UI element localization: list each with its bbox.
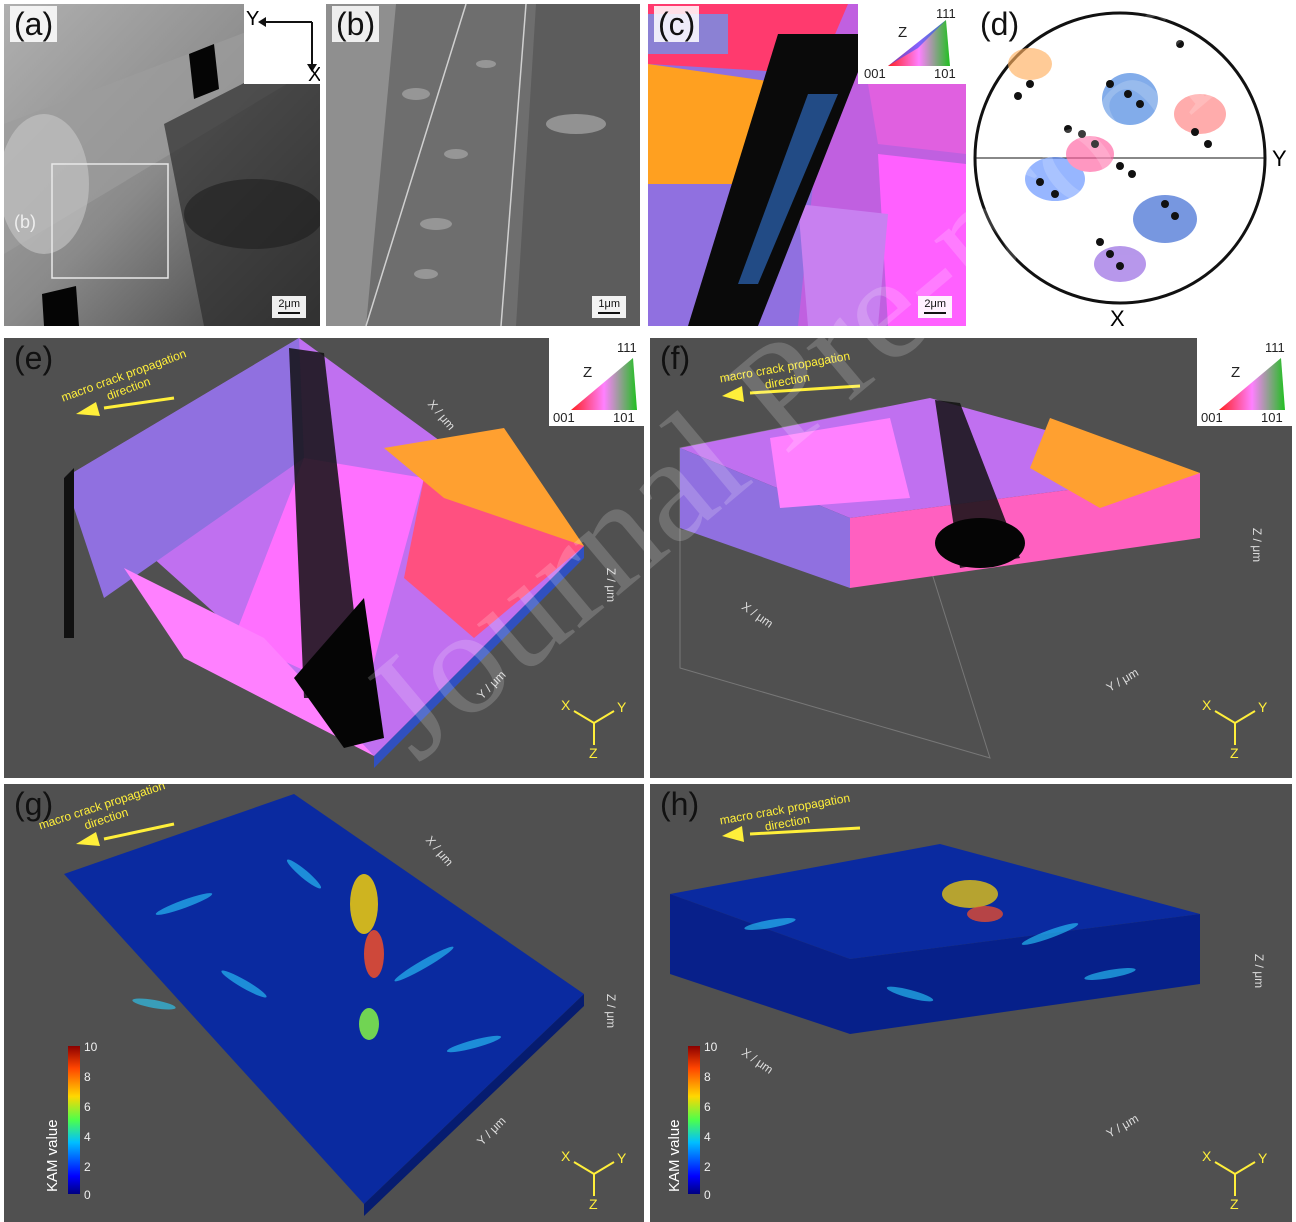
ipf-color-key-f: 111 001 101 Z	[1197, 338, 1292, 426]
panel-tag-c: (c)	[654, 6, 700, 42]
key-axis-label: Z	[583, 364, 593, 381]
panel-e-3d-ipf: (e) macro crack propagation direction 111…	[4, 338, 644, 778]
ipf-triangle-icon	[888, 20, 950, 66]
panel-a-sem-image: (a) (b) Y X 2μm	[4, 4, 320, 326]
panel-f-3d-ipf: (f) macro crack propagation direction 111…	[650, 338, 1292, 778]
ipf-triangle-icon	[1219, 358, 1285, 410]
key-right-label: 101	[613, 410, 635, 425]
axis-y-label: Y	[246, 8, 260, 30]
pole-axis-x: X	[1110, 306, 1125, 331]
panel-tag-f: (f)	[660, 340, 691, 376]
panel-tag-g: (g)	[14, 786, 54, 822]
key-top-label: 111	[936, 6, 956, 21]
coordinate-triad: X Y Z	[1200, 693, 1270, 763]
key-left-label: 001	[864, 66, 886, 81]
key-top-label: 111	[617, 340, 637, 355]
panel-c-ipf-map: (c) 111 001 101 Z 2μm	[648, 4, 966, 326]
key-right-label: 101	[1261, 410, 1283, 425]
panel-tag-e: (e)	[14, 340, 54, 376]
kam-title: KAM value	[44, 1119, 61, 1192]
panel-g-3d-kam: (g) macro crack propagation direction X /…	[4, 784, 644, 1222]
triad-arrows-icon	[573, 710, 615, 745]
key-axis-label: Z	[898, 24, 908, 41]
key-axis-label: Z	[1231, 364, 1241, 381]
panel-d-pole-figure: (d) Y X	[970, 4, 1296, 334]
ipf-3d-block-f	[679, 384, 1200, 759]
triad-arrows-icon	[1214, 1161, 1256, 1196]
kam-3d-block-h	[670, 826, 1200, 1034]
pole-axis-y: Y	[1272, 146, 1287, 171]
coordinate-triad: X Y Z	[559, 693, 629, 763]
axis-x-label: X	[308, 64, 320, 86]
sem-texture-b	[326, 4, 640, 326]
ipf-color-key-e: 111 001 101 Z	[549, 338, 644, 426]
pole-figure	[973, 11, 1267, 305]
panel-tag-d: (d)	[980, 6, 1020, 42]
panel-tag-b: (b)	[332, 6, 380, 42]
key-top-label: 111	[1265, 340, 1285, 355]
z-axis-label: Z / μm	[1250, 527, 1265, 563]
coordinate-triad: X Y Z	[559, 1144, 629, 1214]
key-left-label: 001	[1201, 410, 1223, 425]
panel-tag-h: (h)	[660, 786, 700, 822]
z-axis-label: Z / μm	[604, 993, 619, 1029]
axis-arrows-icon	[258, 17, 317, 72]
scale-bar-a: 2μm	[272, 296, 306, 318]
inset-label-b: (b)	[14, 212, 36, 232]
scale-bar-c: 2μm	[918, 296, 952, 318]
axis-key-box: Y X	[244, 4, 320, 86]
coordinate-triad: X Y Z	[1200, 1144, 1270, 1214]
panel-h-3d-kam: (h) macro crack propagation direction X /…	[650, 784, 1292, 1222]
ipf-triangle-icon	[571, 358, 637, 410]
key-left-label: 001	[553, 410, 575, 425]
z-axis-label: Z / μm	[604, 567, 619, 603]
kam-colorbar	[68, 1046, 80, 1194]
panel-tag-a: (a)	[10, 6, 58, 42]
scale-bar-b: 1μm	[592, 296, 626, 318]
kam-title: KAM value	[666, 1119, 683, 1192]
ipf-3d-block-e	[64, 338, 584, 768]
ipf-color-key-c: 111 001 101 Z	[858, 4, 966, 84]
triad-arrows-icon	[1214, 710, 1256, 745]
z-axis-label: Z / μm	[1252, 953, 1267, 989]
kam-3d-block-g	[64, 794, 584, 1216]
key-right-label: 101	[934, 66, 956, 81]
triad-arrows-icon	[573, 1161, 615, 1196]
panel-b-sem-zoom: (b) 1μm	[326, 4, 640, 326]
kam-colorbar	[688, 1046, 700, 1194]
